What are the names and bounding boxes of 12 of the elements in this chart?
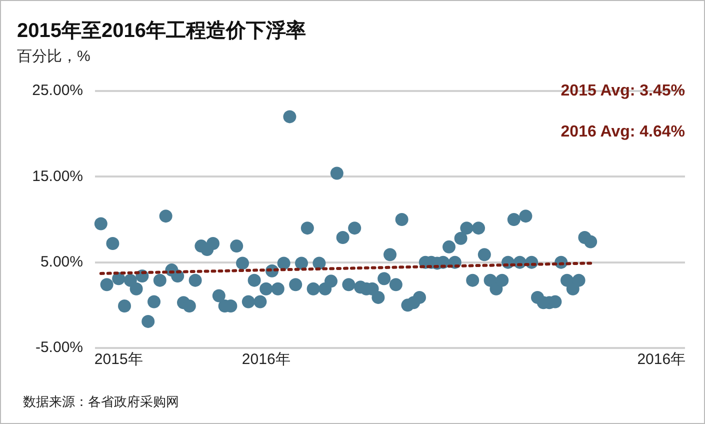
x-tick-label: 2015年 (94, 351, 143, 368)
x-tick-label: 2016年 (637, 351, 686, 368)
y-axis-title: 百分比，% (17, 47, 90, 66)
y-tick-label: 25.00% (32, 82, 83, 100)
chart-title: 2015年至2016年工程造价下浮率 (17, 18, 306, 44)
y-tick-label: -5.00% (35, 339, 83, 356)
annotation: 2015 Avg: 3.45% (560, 82, 685, 100)
y-tick-label: 15.00% (32, 168, 83, 185)
x-tick-label: 2016年 (242, 351, 290, 368)
source-note: 数据来源：各省政府采购网 (23, 393, 179, 411)
annotation: 2016 Avg: 4.64% (560, 123, 685, 140)
y-tick-label: 5.00% (40, 253, 83, 270)
